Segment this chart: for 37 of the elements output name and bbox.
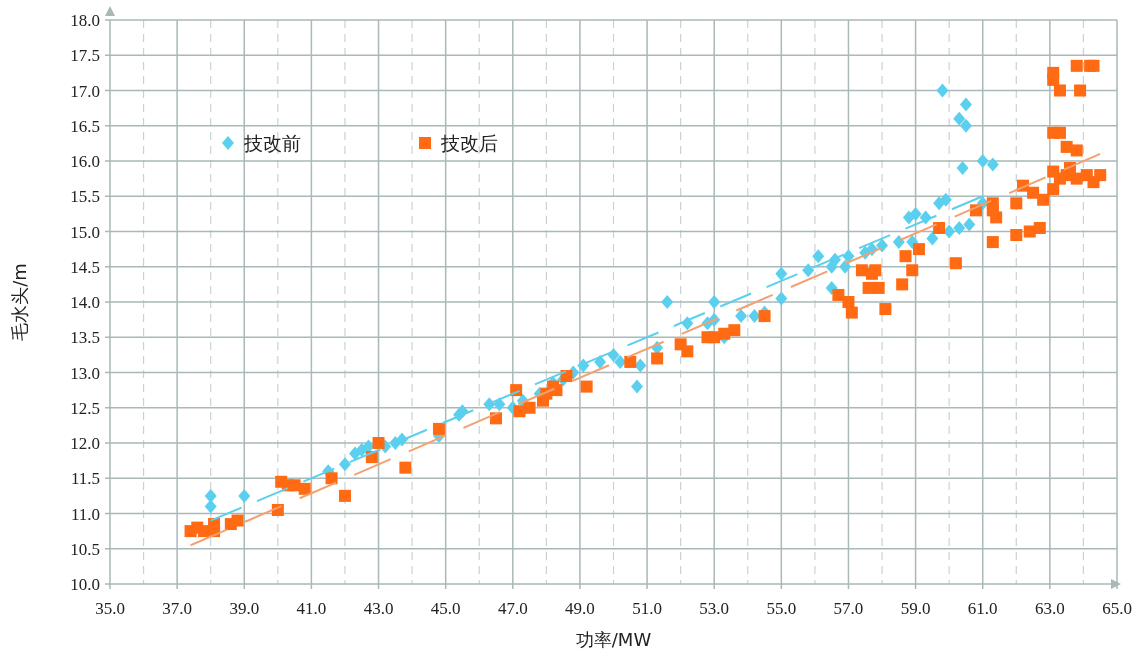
x-tick-label: 43.0 <box>363 599 394 618</box>
x-tick-label: 61.0 <box>967 599 998 618</box>
y-tick-label: 14.0 <box>70 293 100 312</box>
y-tick-label: 10.5 <box>70 539 100 559</box>
y-axis-title: 毛水头/m <box>9 263 30 341</box>
x-tick-label: 59.0 <box>900 599 931 618</box>
y-tick-label: 12.0 <box>70 434 100 453</box>
x-tick-label: 63.0 <box>1034 599 1065 618</box>
x-tick-label: 51.0 <box>632 599 662 618</box>
x-tick-label: 37.0 <box>162 599 193 618</box>
legend-label: 技改后 <box>440 132 498 154</box>
x-axis-title: 功率/MW <box>575 629 652 650</box>
y-tick-label: 11.5 <box>70 469 100 489</box>
x-tick-label: 41.0 <box>296 599 327 618</box>
y-tick-label: 15.5 <box>70 187 100 207</box>
x-tick-label: 53.0 <box>699 599 730 618</box>
y-tick-label: 15.0 <box>70 222 100 242</box>
y-tick-label: 11.0 <box>70 504 100 524</box>
y-tick-label: 18.0 <box>70 11 100 30</box>
x-tick-label: 55.0 <box>766 599 797 618</box>
x-tick-label: 49.0 <box>565 599 595 618</box>
y-tick-label: 14.5 <box>70 257 100 277</box>
y-tick-label: 12.5 <box>70 398 100 418</box>
x-tick-label: 45.0 <box>430 599 461 618</box>
y-tick-label: 17.0 <box>70 81 100 101</box>
legend-label: 技改前 <box>243 132 301 154</box>
x-tick-label: 65.0 <box>1102 599 1132 618</box>
x-tick-label: 47.0 <box>497 599 528 618</box>
y-tick-label: 13.0 <box>70 363 100 383</box>
x-tick-label: 57.0 <box>833 599 864 618</box>
y-tick-label: 13.5 <box>70 328 100 348</box>
x-tick-label: 35.0 <box>95 599 125 618</box>
y-tick-label: 16.0 <box>70 152 100 171</box>
y-tick-label: 10.0 <box>70 575 100 594</box>
y-tick-label: 17.5 <box>70 46 100 66</box>
y-tick-label: 16.5 <box>70 116 100 136</box>
x-tick-label: 39.0 <box>229 599 260 618</box>
